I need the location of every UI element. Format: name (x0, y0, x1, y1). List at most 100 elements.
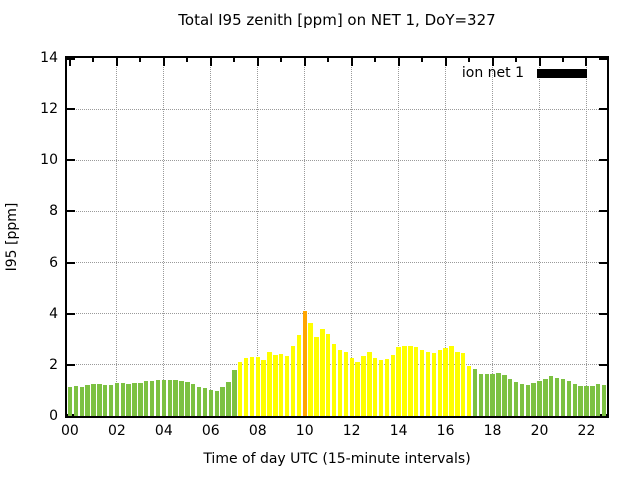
bar (208, 389, 214, 416)
bar (296, 335, 302, 416)
x-tick-label: 22 (577, 423, 596, 439)
y-tick-label: 12 (40, 101, 58, 118)
bar (261, 359, 266, 416)
bar (308, 322, 313, 416)
y-tick-right (599, 159, 607, 162)
bar (185, 382, 190, 416)
bar (378, 359, 384, 416)
bar (173, 380, 178, 416)
bar (343, 352, 349, 416)
bar (161, 379, 167, 416)
gridline-vertical (351, 58, 353, 416)
x-tick-top (68, 58, 71, 66)
bar (238, 362, 243, 416)
x-tick-top (374, 58, 377, 62)
bar (85, 384, 90, 416)
x-tick-label: 10 (295, 423, 314, 439)
bar (320, 329, 325, 416)
bar (543, 379, 548, 416)
bar (461, 353, 466, 416)
gridline-vertical (116, 58, 118, 416)
bar (79, 387, 84, 416)
x-tick-top (303, 58, 306, 66)
x-tick-label: 20 (530, 423, 549, 439)
bar (449, 345, 454, 416)
x-tick-top (491, 58, 494, 66)
bar (584, 386, 589, 416)
x-tick-label: 08 (248, 423, 267, 439)
bar (73, 385, 79, 416)
y-tick-label: 14 (40, 50, 58, 66)
y-axis-label: I95 [ppm] (4, 202, 20, 272)
bar (490, 373, 495, 416)
bar (596, 384, 601, 416)
y-tick-right (599, 312, 607, 315)
bar (114, 383, 120, 416)
bar (466, 366, 472, 416)
chart-title: Total I95 zenith [ppm] on NET 1, DoY=327 (178, 11, 496, 29)
bar (578, 386, 583, 416)
y-tick-label: 4 (49, 305, 58, 322)
bar (284, 356, 290, 416)
bar (214, 390, 219, 416)
gridline-vertical (492, 58, 494, 416)
bar (326, 334, 331, 416)
x-tick-top (350, 58, 353, 66)
plot-border (65, 56, 609, 418)
y-tick-left (67, 261, 75, 264)
bar (279, 354, 284, 416)
bar (126, 384, 131, 416)
bar (302, 311, 307, 416)
bar (108, 385, 114, 416)
bar (590, 386, 595, 416)
bar (337, 349, 343, 416)
bar (472, 368, 478, 416)
bar (132, 382, 137, 416)
gridline-horizontal (67, 313, 607, 315)
bar (179, 380, 184, 416)
bar (419, 349, 425, 416)
bar (531, 382, 536, 416)
bar (267, 352, 272, 416)
bar (560, 379, 566, 416)
bar (220, 387, 225, 416)
gridline-vertical (585, 58, 587, 416)
bar (103, 384, 108, 416)
bar (138, 383, 143, 416)
gridline-horizontal (67, 262, 607, 264)
bar (390, 354, 395, 416)
x-tick-top (162, 58, 165, 66)
bar (226, 381, 231, 416)
x-axis-label: Time of day UTC (15-minute intervals) (203, 451, 471, 467)
bar (601, 384, 607, 416)
y-tick-left (67, 312, 75, 315)
bar (149, 380, 155, 416)
y-tick-left (67, 363, 75, 366)
x-tick-label: 16 (436, 423, 455, 439)
bar (408, 345, 413, 416)
bar (67, 386, 73, 416)
bar (549, 376, 554, 416)
bar (167, 380, 172, 416)
x-tick-top (444, 58, 447, 66)
bar (508, 378, 513, 416)
bar (232, 370, 237, 416)
x-tick-label: 02 (107, 423, 126, 439)
y-tick-label: 8 (49, 203, 58, 220)
x-tick-label: 06 (201, 423, 220, 439)
legend-label: ion net 1 (461, 65, 524, 81)
y-tick-right (599, 210, 607, 213)
x-tick-top (397, 58, 400, 66)
gridline-horizontal (67, 210, 607, 212)
legend: ion net 1 (462, 65, 587, 81)
bar (525, 384, 530, 416)
legend-swatch (537, 68, 587, 78)
y-tick-left (67, 210, 75, 213)
x-tick-top (186, 58, 189, 62)
y-tick-left (67, 108, 75, 111)
x-tick-label: 14 (389, 423, 408, 439)
gridline-horizontal (67, 108, 607, 110)
gridline-vertical (539, 58, 540, 416)
bar (431, 353, 437, 416)
